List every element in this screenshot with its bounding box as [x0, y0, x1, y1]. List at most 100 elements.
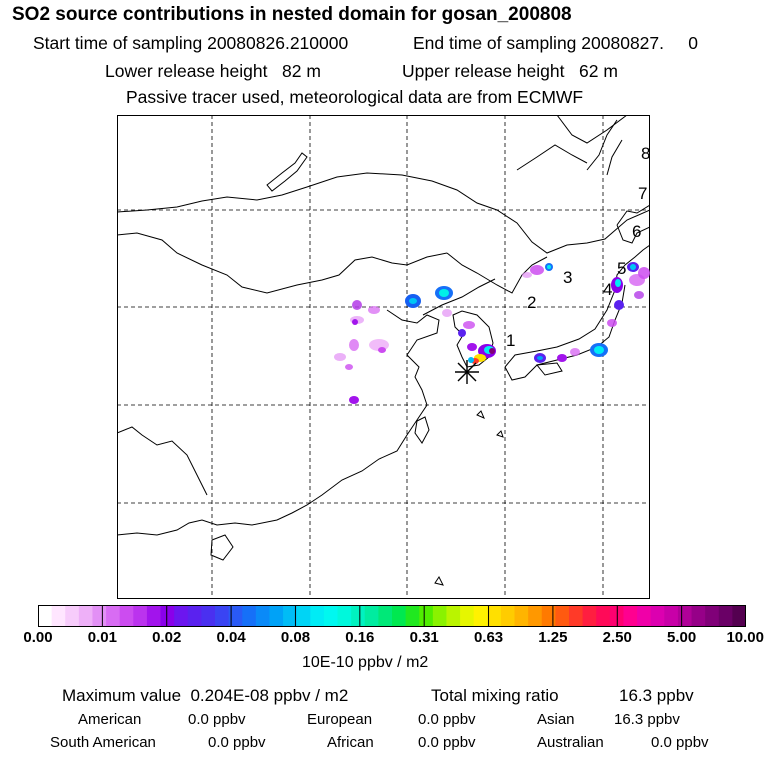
hotspot: [378, 347, 386, 353]
colorbar-cell: [596, 605, 611, 627]
colorbar-cell: [106, 605, 121, 627]
region-asian-value: 16.3 ppbv: [614, 711, 680, 728]
colorbar-tick-label: 5.00: [667, 629, 697, 646]
colorbar-tick-label: 0.01: [87, 629, 117, 646]
colorbar-cell: [473, 605, 488, 627]
region-number-2: 2: [527, 293, 536, 312]
colorbar-cell: [555, 605, 570, 627]
colorbar-cell: [242, 605, 257, 627]
colorbar-cell: [705, 605, 720, 627]
hotspot: [349, 339, 359, 351]
region-european-value: 0.0 ppbv: [418, 711, 476, 728]
hotspot: [557, 354, 567, 362]
colorbar-cell: [541, 605, 556, 627]
colorbar-cell: [691, 605, 706, 627]
colorbar-cell: [432, 605, 448, 627]
coastlines: [117, 115, 650, 586]
colorbar-cell: [187, 605, 202, 627]
hotspot: [594, 346, 604, 354]
region-african-name: African: [327, 734, 374, 751]
colorbar-cell: [92, 605, 107, 627]
hotspot: [489, 348, 495, 354]
colorbar-cell: [569, 605, 584, 627]
colorbar-cell: [78, 605, 94, 627]
hotspot: [439, 289, 449, 297]
colorbar-tick-label: 10.00: [726, 629, 764, 646]
colorbar-cell: [514, 605, 529, 627]
region-american-name: American: [78, 711, 142, 728]
hotspot: [467, 343, 477, 351]
colorbar-cell: [51, 605, 66, 627]
hotspot: [345, 364, 353, 370]
hotspot: [349, 396, 359, 404]
colorbar-tick-label: 0.16: [345, 629, 375, 646]
hotspot: [522, 272, 532, 278]
chart-title: SO2 source contributions in nested domai…: [12, 4, 572, 25]
colorbar-cell: [119, 605, 134, 627]
hotspot: [463, 321, 475, 329]
region-number-4: 4: [603, 280, 612, 299]
colorbar-cell: [174, 605, 189, 627]
colorbar-tick-label: 0.00: [23, 629, 53, 646]
region-number-6: 6: [632, 222, 641, 241]
colorbar-cell: [392, 605, 407, 627]
hotspot: [458, 329, 466, 337]
colorbar-cell: [146, 605, 162, 627]
colorbar-cell: [215, 605, 230, 627]
colorbar-cell: [664, 605, 679, 627]
hotspot: [530, 265, 544, 275]
hotspot: [630, 264, 636, 270]
colorbar-cell: [487, 605, 502, 627]
colorbar-cell: [160, 605, 175, 627]
hotspot: [442, 309, 452, 317]
colorbar-cell: [133, 605, 148, 627]
region-number-5: 5: [617, 259, 626, 278]
hotspot: [409, 298, 417, 304]
region-australian-name: Australian: [537, 734, 604, 751]
total-mixing-label: Total mixing ratio: [431, 686, 559, 705]
emission-hotspots: [334, 262, 650, 404]
region-american-value: 0.0 ppbv: [188, 711, 246, 728]
colorbar-cell: [255, 605, 271, 627]
region-south-american-value: 0.0 ppbv: [208, 734, 266, 751]
colorbar-cell: [405, 605, 420, 627]
tracer-note: Passive tracer used, meteorological data…: [126, 87, 584, 107]
colorbar-cell: [228, 605, 243, 627]
colorbar-tick-label: 0.04: [216, 629, 246, 646]
region-european-name: European: [307, 711, 373, 728]
colorbar-cell: [718, 605, 733, 627]
colorbar-cell: [351, 605, 366, 627]
hotspot: [352, 319, 358, 325]
colorbar-cell: [296, 605, 311, 627]
hotspot: [468, 357, 474, 363]
colorbar-cell: [500, 605, 516, 627]
colorbar-tick-label: 1.25: [538, 629, 568, 646]
region-asian-name: Asian: [537, 711, 575, 728]
colorbar-cell: [460, 605, 475, 627]
colorbar: [38, 605, 746, 627]
colorbar-cell: [201, 605, 216, 627]
hotspot: [607, 319, 617, 327]
colorbar-cell: [310, 605, 325, 627]
colorbar-cell: [364, 605, 379, 627]
hotspot: [615, 279, 621, 287]
hotspot: [352, 300, 362, 310]
hotspot: [368, 306, 380, 314]
colorbar-units: 10E-10 ppbv / m2: [302, 654, 429, 671]
lat-lon-grid: [117, 115, 650, 599]
colorbar-cell: [582, 605, 597, 627]
region-number-7: 7: [638, 184, 647, 203]
upper-height-label: Upper release height 62 m: [402, 61, 618, 81]
colorbar-cell: [65, 605, 80, 627]
hotspot: [547, 265, 551, 269]
colorbar-cell: [650, 605, 665, 627]
start-time-label: Start time of sampling 20080826.210000: [33, 33, 349, 53]
end-time-label: End time of sampling 20080827. 0: [413, 33, 699, 53]
colorbar-tick-label: 2.50: [602, 629, 632, 646]
colorbar-cell: [378, 605, 393, 627]
max-value-label: Maximum value 0.204E-08 ppbv / m2: [62, 686, 349, 705]
colorbar-cell: [38, 605, 53, 627]
colorbar-cell: [323, 605, 339, 627]
colorbar-cell: [528, 605, 543, 627]
hotspot: [638, 267, 650, 279]
